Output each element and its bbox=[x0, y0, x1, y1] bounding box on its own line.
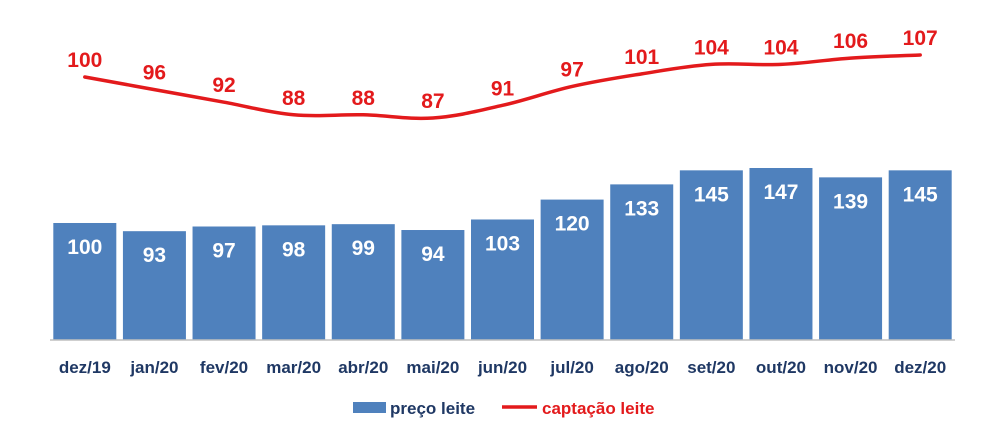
bar bbox=[888, 170, 952, 340]
x-tick-label: jul/20 bbox=[549, 358, 593, 377]
x-tick-label: abr/20 bbox=[338, 358, 388, 377]
line-data-label: 104 bbox=[763, 36, 798, 59]
x-tick-label: ago/20 bbox=[615, 358, 669, 377]
bar-series: 100 93 97 98 99 94 103 120 133 145 147 139 145 bbox=[53, 168, 952, 340]
bar bbox=[749, 168, 813, 340]
line-data-label: 97 bbox=[560, 58, 583, 81]
bar bbox=[262, 225, 326, 340]
line-series: 100 96 92 88 88 87 91 97 101 104 104 106 107 bbox=[67, 27, 938, 121]
bar bbox=[679, 170, 743, 340]
x-tick-label: out/20 bbox=[756, 358, 806, 377]
line-data-label: 91 bbox=[491, 77, 515, 100]
line-data-label: 100 bbox=[67, 49, 102, 72]
bar-data-label: 94 bbox=[421, 243, 445, 266]
bar-data-label: 139 bbox=[833, 190, 868, 213]
bar bbox=[819, 177, 883, 340]
x-tick-label: nov/20 bbox=[824, 358, 878, 377]
x-tick-label: mar/20 bbox=[266, 358, 321, 377]
line-data-label: 87 bbox=[421, 90, 444, 113]
bar bbox=[401, 230, 465, 340]
legend-label-bar: preço leite bbox=[390, 399, 475, 418]
bar bbox=[192, 226, 256, 340]
legend-label-line: captação leite bbox=[542, 399, 654, 418]
bar bbox=[53, 222, 117, 340]
bar-data-label: 120 bbox=[555, 213, 590, 236]
bar-data-label: 145 bbox=[903, 183, 938, 206]
line-path bbox=[83, 53, 922, 121]
legend: preço leite captação leite bbox=[353, 399, 654, 418]
bar-data-label: 147 bbox=[763, 181, 798, 204]
x-tick-label: jun/20 bbox=[477, 358, 527, 377]
bar-data-label: 97 bbox=[212, 240, 235, 263]
line-data-label: 88 bbox=[282, 87, 306, 110]
bar-data-label: 103 bbox=[485, 232, 520, 255]
bar-data-label: 98 bbox=[282, 238, 306, 261]
bar bbox=[540, 199, 604, 340]
legend-swatch-bar bbox=[353, 402, 386, 413]
x-tick-label: fev/20 bbox=[200, 358, 248, 377]
line-data-label: 104 bbox=[694, 36, 729, 59]
x-tick-label: dez/19 bbox=[59, 358, 111, 377]
bar bbox=[122, 231, 186, 340]
line-data-label: 101 bbox=[624, 46, 659, 69]
bar bbox=[471, 219, 534, 340]
x-axis-ticks: dez/19 jan/20 fev/20 mar/20 abr/20 mai/20 jun/… bbox=[59, 358, 946, 377]
line-data-label: 88 bbox=[352, 87, 376, 110]
bar bbox=[610, 184, 674, 340]
line-data-label: 92 bbox=[212, 74, 235, 97]
x-tick-label: mai/20 bbox=[406, 358, 459, 377]
x-tick-label: dez/20 bbox=[894, 358, 946, 377]
line-data-label: 106 bbox=[833, 30, 868, 53]
bar bbox=[331, 224, 395, 340]
line-data-label: 96 bbox=[143, 62, 166, 85]
line-data-label: 107 bbox=[903, 27, 938, 50]
bar-data-label: 100 bbox=[67, 236, 102, 259]
bar-data-label: 99 bbox=[352, 237, 375, 260]
x-tick-label: set/20 bbox=[687, 358, 735, 377]
x-tick-label: jan/20 bbox=[129, 358, 178, 377]
bar-data-label: 93 bbox=[143, 244, 166, 267]
bar-data-label: 133 bbox=[624, 197, 659, 220]
bar-data-label: 145 bbox=[694, 183, 729, 206]
